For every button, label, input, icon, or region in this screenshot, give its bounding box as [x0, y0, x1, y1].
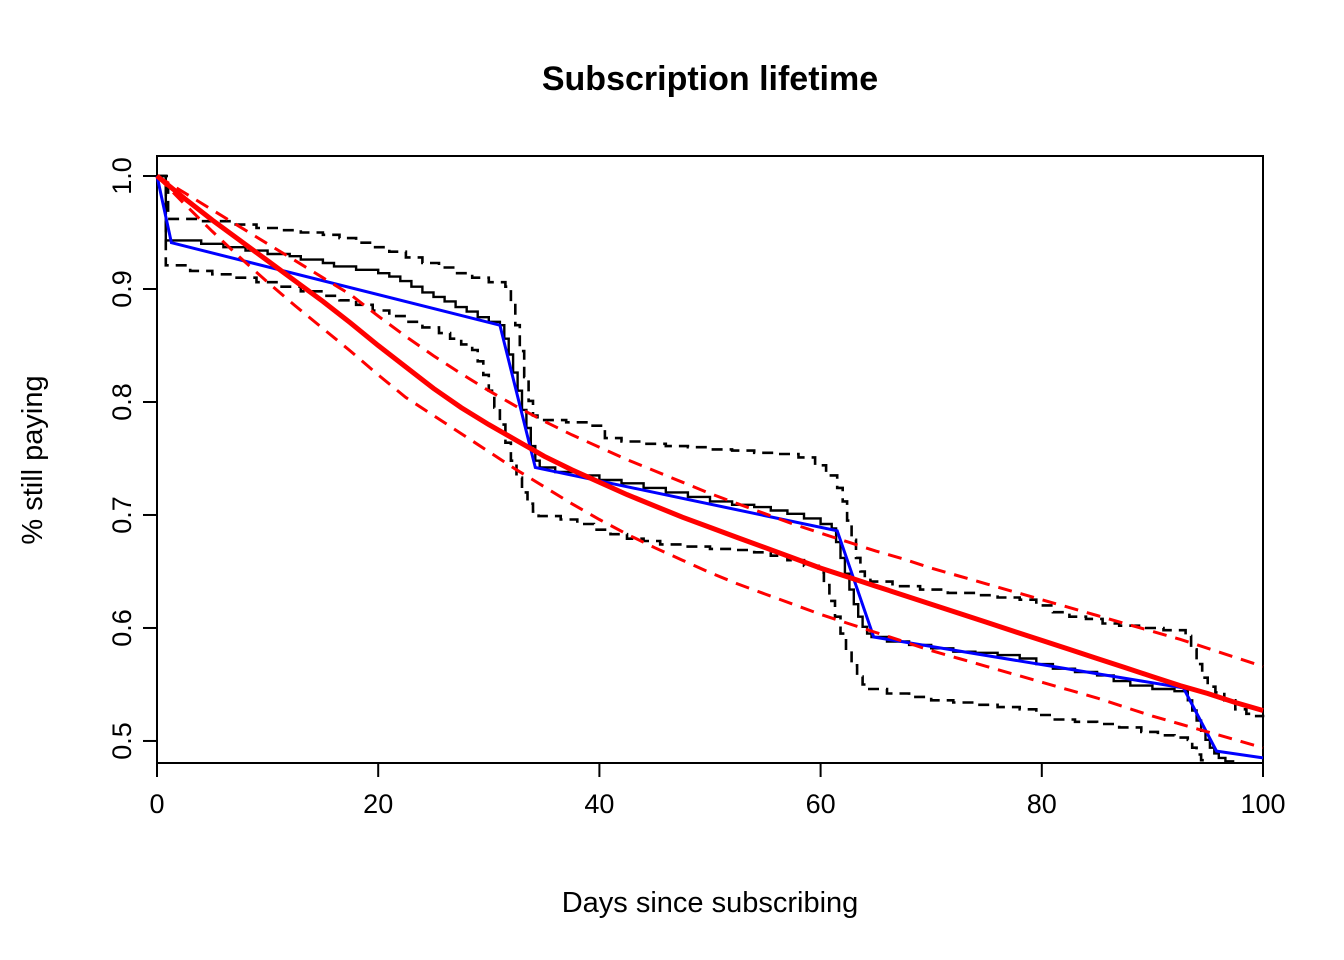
y-tick-label: 0.7: [107, 496, 137, 534]
parametric-upper-ci-red-curve: [156, 174, 1264, 668]
axes-layer: 0 20 40 60 80 100 0.5 0.6 0.7 0.8 0.9 1.0: [107, 155, 1286, 819]
x-tick-label: 40: [584, 789, 614, 819]
chart-title: Subscription lifetime: [542, 60, 878, 98]
plot-border: [156, 155, 1264, 764]
x-tick-label: 100: [1240, 789, 1285, 819]
km-lower-ci-curve: [157, 174, 1208, 763]
x-axis-label: Days since subscribing: [562, 887, 859, 919]
parametric-fit-red-curve: [155, 174, 1264, 713]
x-tick-label: 60: [806, 789, 836, 819]
y-tick-label: 0.6: [107, 609, 137, 647]
y-tick-label: 0.5: [107, 722, 137, 760]
series-layer: [155, 174, 1265, 763]
x-tick-label: 20: [363, 789, 393, 819]
y-tick-label: 1.0: [107, 157, 137, 195]
y-tick-label: 0.9: [107, 270, 137, 308]
x-tick-label: 0: [149, 789, 164, 819]
km-estimate-curve: [157, 174, 1235, 763]
y-tick-label: 0.8: [107, 383, 137, 421]
x-tick-label: 80: [1027, 789, 1057, 819]
y-axis-label: % still paying: [17, 375, 49, 544]
km-upper-ci-curve: [157, 174, 1265, 718]
